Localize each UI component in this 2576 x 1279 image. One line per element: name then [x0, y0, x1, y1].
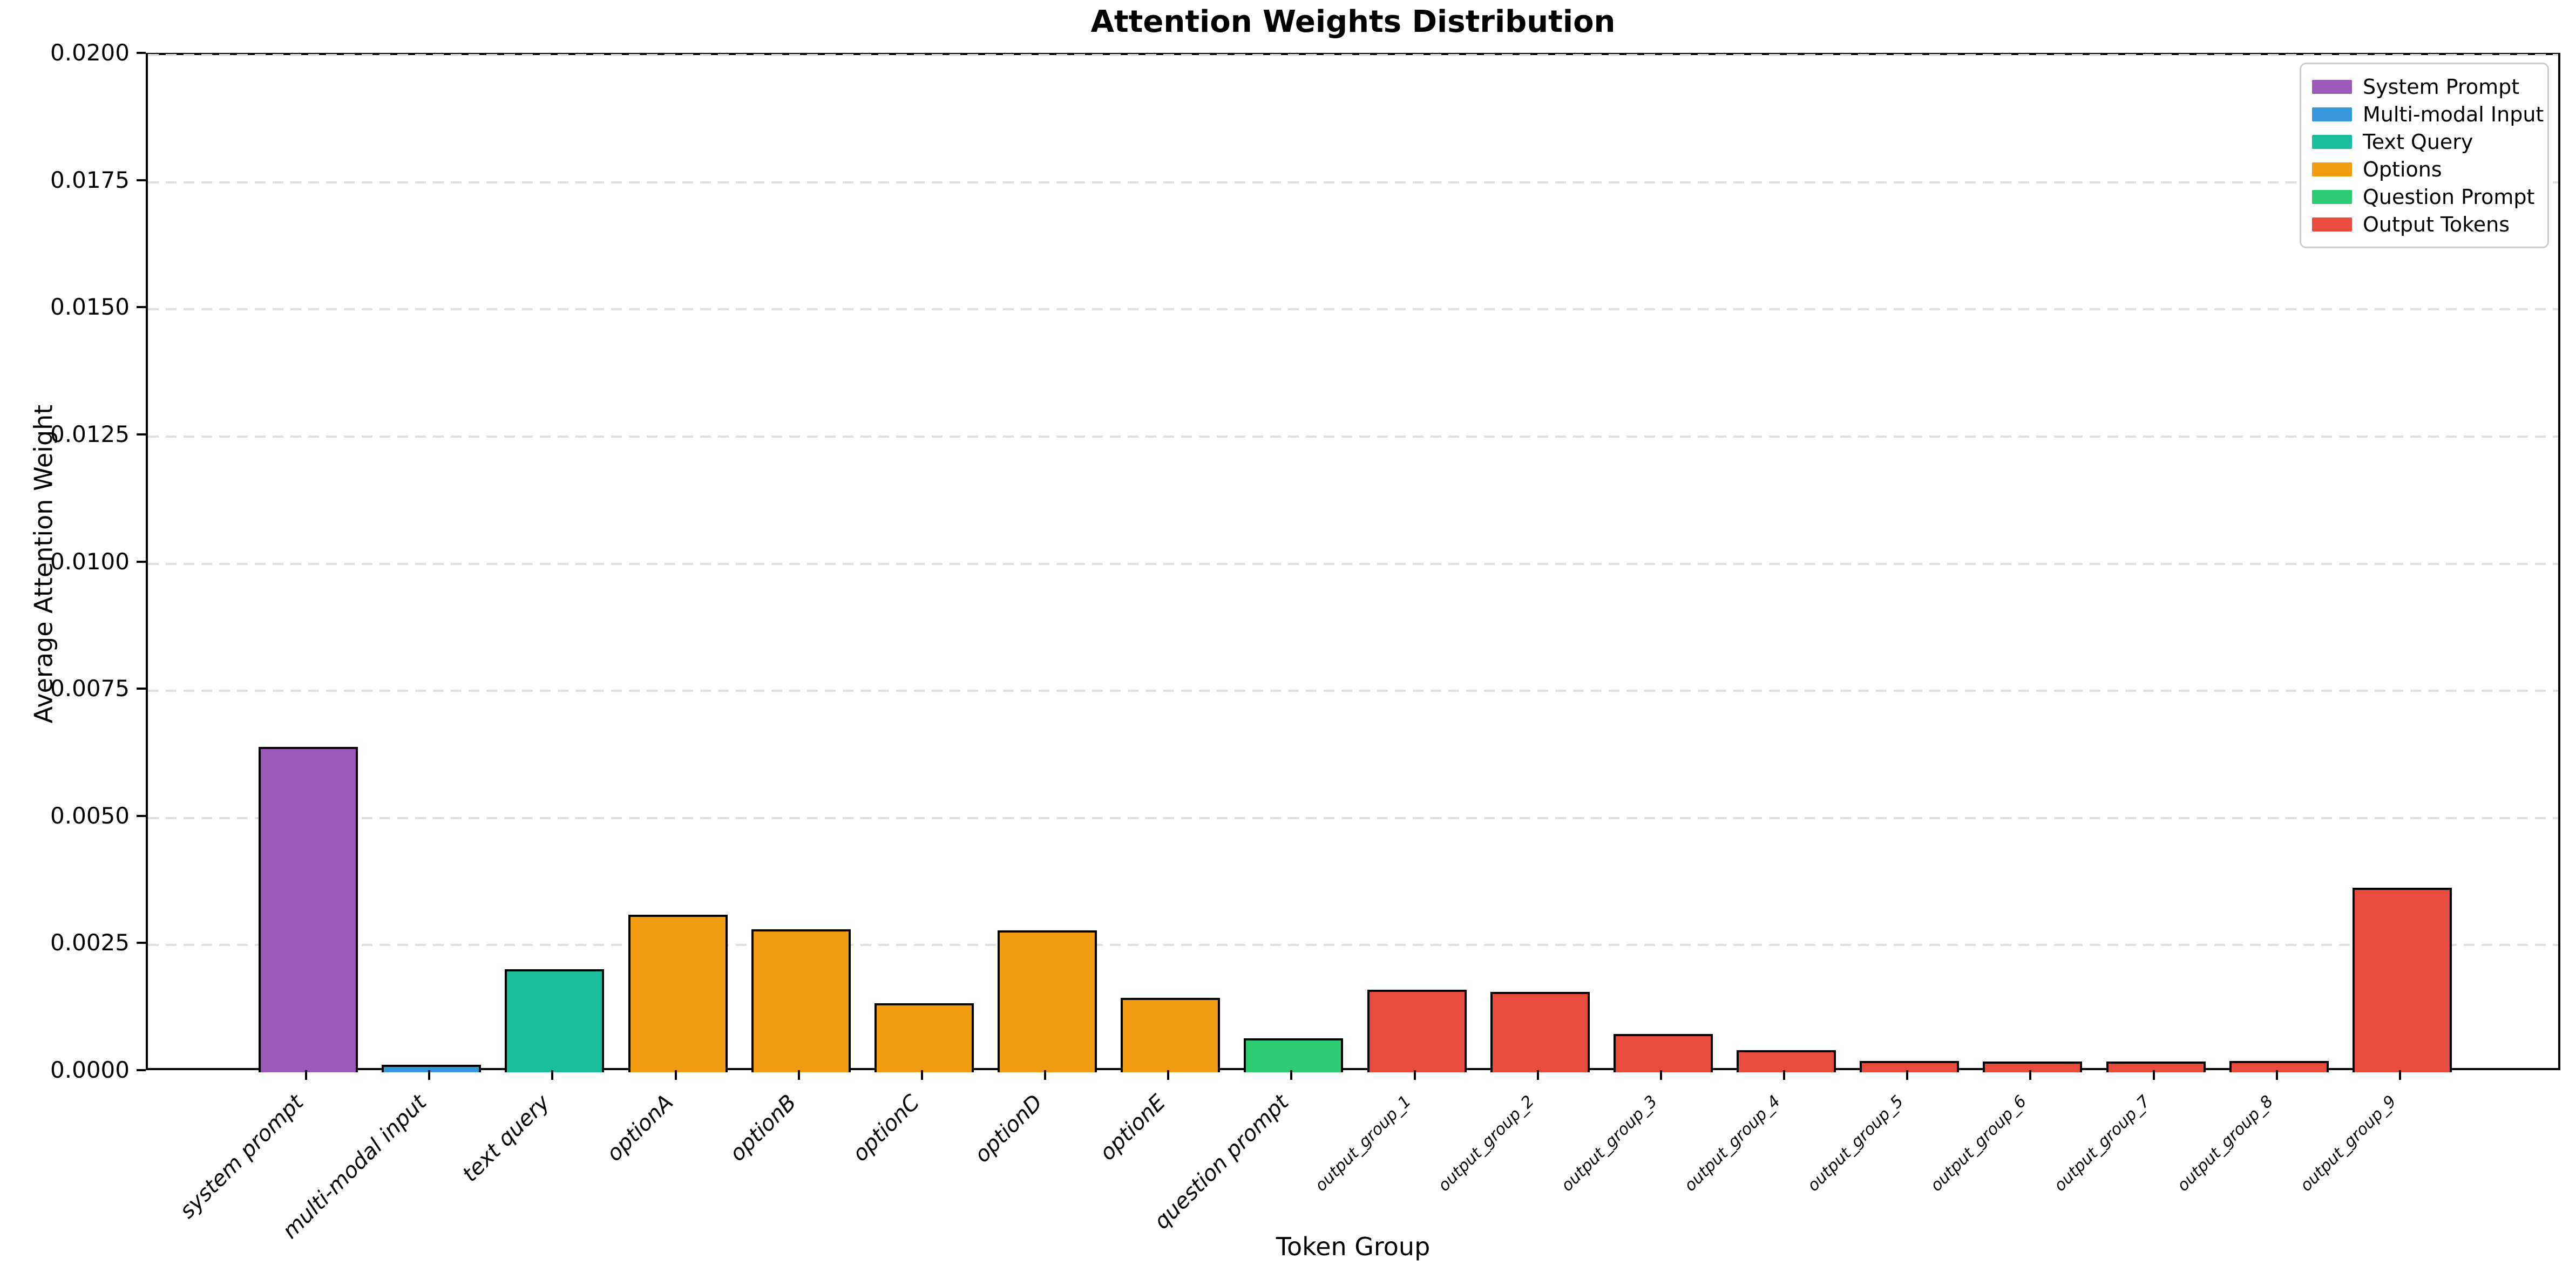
x-axis-tick-mark [1044, 1070, 1047, 1080]
legend-item: Multi-modal Input [2312, 100, 2544, 128]
legend-swatch [2312, 162, 2352, 176]
legend-swatch [2312, 134, 2352, 149]
x-axis-label: Token Group [1276, 1232, 1431, 1261]
bar-output-group-6 [1983, 1062, 2083, 1072]
legend-label: Question Prompt [2363, 185, 2535, 209]
bar-optionc [874, 1003, 974, 1072]
gridline [148, 54, 2558, 56]
bar-optionb [751, 929, 851, 1072]
y-axis-tick-label: 0.0150 [50, 294, 130, 321]
x-axis-tick-mark [1290, 1070, 1293, 1080]
bar-output-group-5 [1860, 1061, 1960, 1072]
x-axis-tick-mark [2029, 1070, 2032, 1080]
y-axis-tick-label: 0.0050 [50, 802, 130, 829]
y-axis-tick-mark [137, 306, 146, 309]
x-axis-tick-mark [674, 1070, 677, 1080]
gridline [148, 562, 2558, 565]
y-axis-tick-label: 0.0075 [50, 675, 130, 702]
x-axis-tick-mark [1413, 1070, 1416, 1080]
y-axis-tick-mark [137, 942, 146, 944]
legend-label: Options [2363, 157, 2442, 181]
gridline [148, 690, 2558, 692]
y-axis-tick-label: 0.0000 [50, 1057, 130, 1083]
y-axis-tick-label: 0.0100 [50, 548, 130, 575]
chart-title: Attention Weights Distribution [1090, 4, 1616, 39]
bar-optione [1121, 998, 1221, 1072]
legend-label: Output Tokens [2363, 212, 2510, 236]
legend-swatch [2312, 107, 2352, 121]
x-axis-tick-mark [1906, 1070, 1909, 1080]
y-axis-tick-mark [137, 814, 146, 817]
y-axis-tick-mark [137, 179, 146, 181]
x-axis-tick-mark [797, 1070, 800, 1080]
y-axis-tick-label: 0.0025 [50, 929, 130, 956]
y-axis-tick-mark [137, 688, 146, 690]
x-axis-tick-mark [1783, 1070, 1786, 1080]
legend-swatch [2312, 217, 2352, 232]
y-axis-label: Average Attention Weight [29, 404, 58, 724]
legend-item: Text Query [2312, 128, 2537, 155]
bar-optiona [628, 914, 728, 1072]
x-axis-tick-mark [1659, 1070, 1662, 1080]
bar-output-group-2 [1490, 992, 1590, 1072]
y-axis-tick-mark [137, 1069, 146, 1071]
legend-label: Text Query [2363, 130, 2473, 154]
y-axis-tick-label: 0.0125 [50, 420, 130, 447]
x-axis-tick-mark [305, 1070, 307, 1080]
y-axis-tick-mark [137, 433, 146, 436]
y-axis-tick-mark [137, 560, 146, 563]
bar-question-prompt [1244, 1038, 1344, 1072]
y-axis-tick-label: 0.0175 [50, 166, 130, 193]
legend-swatch [2312, 189, 2352, 204]
x-axis-tick-mark [2275, 1070, 2278, 1080]
gridline [148, 817, 2558, 819]
legend-label: System Prompt [2363, 74, 2520, 99]
bar-system-prompt [259, 746, 358, 1072]
y-axis-tick-mark [137, 52, 146, 54]
gridline [148, 944, 2558, 947]
bar-output-group-8 [2229, 1061, 2329, 1072]
legend-item: System Prompt [2312, 73, 2537, 100]
bar-output-group-1 [1367, 990, 1467, 1072]
y-axis-tick-label: 0.0200 [50, 39, 130, 66]
legend-item: Options [2312, 155, 2537, 183]
x-axis-tick-mark [2152, 1070, 2155, 1080]
bar-output-group-7 [2106, 1062, 2206, 1072]
legend-item: Question Prompt [2312, 183, 2537, 210]
legend: System Prompt Multi-modal Input Text Query… [2300, 63, 2549, 248]
bar-output-group-4 [1737, 1050, 1836, 1072]
bar-output-group-9 [2353, 887, 2452, 1072]
x-axis-tick-mark [2399, 1070, 2401, 1080]
x-axis-tick-mark [1536, 1070, 1539, 1080]
gridline [148, 435, 2558, 438]
plot-area [146, 53, 2560, 1072]
bar-optiond [998, 930, 1097, 1072]
x-axis-tick-mark [920, 1070, 923, 1080]
x-axis-tick-mark [551, 1070, 554, 1080]
bar-output-group-3 [1613, 1034, 1713, 1072]
legend-item: Output Tokens [2312, 210, 2537, 238]
gridline [148, 181, 2558, 183]
legend-label: Multi-modal Input [2363, 102, 2544, 126]
x-axis-tick-mark [1167, 1070, 1170, 1080]
x-axis-tick-mark [428, 1070, 431, 1080]
gridline [148, 308, 2558, 311]
bar-text-query [505, 969, 605, 1072]
bar-multi-modal-input [382, 1064, 482, 1072]
legend-swatch [2312, 79, 2352, 94]
